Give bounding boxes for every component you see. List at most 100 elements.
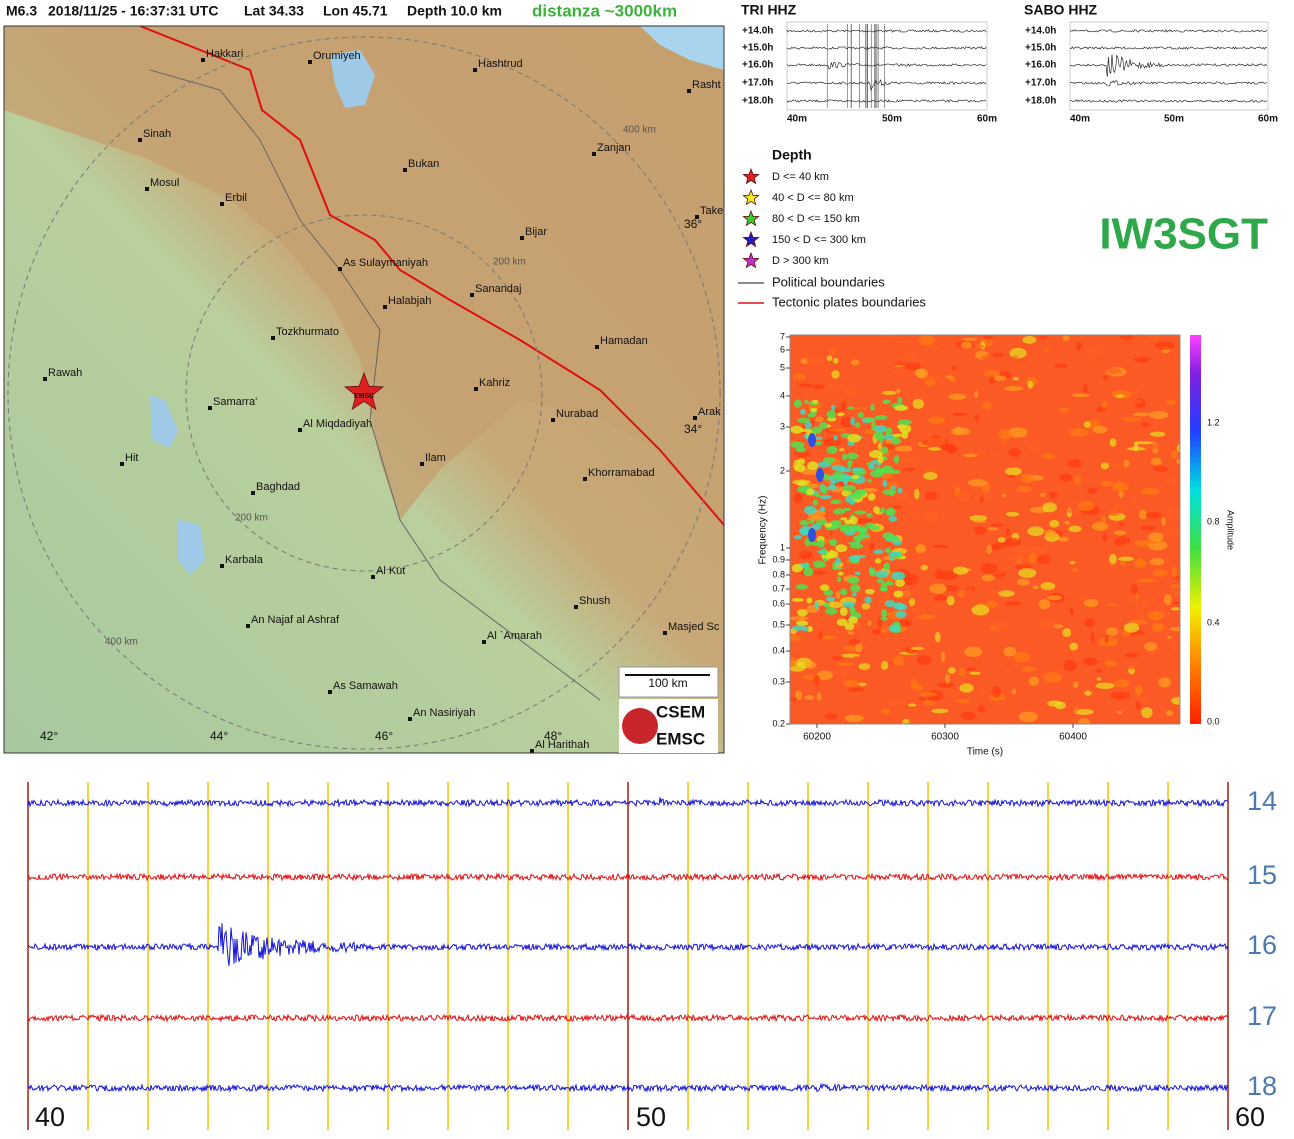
station-row-label: +16.0h xyxy=(742,60,773,71)
spectrogram-blob xyxy=(1116,710,1123,714)
spectrogram-blob xyxy=(892,602,905,610)
spectrogram-blob xyxy=(796,481,808,487)
spectrogram-blob xyxy=(790,697,798,702)
city-label: Karbala xyxy=(225,554,264,566)
spectrogram-blob xyxy=(816,692,822,702)
waveform xyxy=(27,797,1228,808)
spectrogram-blob xyxy=(850,416,856,426)
spectrogram-blob xyxy=(959,683,974,693)
spectrogram-blob xyxy=(973,519,987,523)
spectrogram-blob xyxy=(1074,475,1082,485)
spectrogram-blob xyxy=(852,535,864,542)
waveform xyxy=(786,46,987,50)
spectrogram-blob xyxy=(873,425,888,433)
city-label: Take xyxy=(700,205,723,217)
spectrogram-blob xyxy=(895,388,901,394)
spectrogram-blob xyxy=(851,592,857,597)
spectrogram-blob xyxy=(1003,646,1017,657)
station-row-label: +14.0h xyxy=(1025,26,1056,37)
spectrogram-blob xyxy=(1104,367,1122,375)
spectrogram-blob xyxy=(880,708,891,715)
spectrogram-blob xyxy=(829,520,843,524)
spectrogram-peak xyxy=(808,433,816,447)
city-marker xyxy=(383,305,387,309)
city-label: An Najaf al Ashraf xyxy=(251,614,340,626)
spectrogram-blob xyxy=(854,622,860,626)
spectrogram-blob xyxy=(817,550,826,554)
spectrogram-blob xyxy=(969,515,987,522)
city-label: As Sulaymaniyah xyxy=(343,257,428,269)
range-label: 200 km xyxy=(493,257,526,268)
spectrogram-blob xyxy=(907,511,921,518)
spectrogram-blob xyxy=(851,467,864,472)
spectrogram-blob xyxy=(1131,633,1145,640)
waveform xyxy=(1069,54,1268,77)
spectrogram-blob xyxy=(1108,506,1120,517)
x-tick-label: 60200 xyxy=(803,732,831,743)
spectrogram-blob xyxy=(864,596,872,604)
spectrogram-blob xyxy=(916,655,932,665)
spectrogram-blob xyxy=(897,419,912,426)
spectrogram-blob xyxy=(868,543,875,550)
spectrogram-blob xyxy=(1074,708,1094,716)
y-tick-label: 0.5 xyxy=(772,619,785,629)
spectrogram-blob xyxy=(880,446,889,454)
caspian-sea xyxy=(640,26,724,70)
spectrogram-blob xyxy=(993,375,1007,382)
spectrogram-blob xyxy=(881,592,890,603)
spectrogram-blob xyxy=(831,370,840,379)
spectrogram-blob xyxy=(925,374,943,382)
waveform xyxy=(786,62,987,70)
spectrogram-blob xyxy=(872,628,881,635)
legend-label: D > 300 km xyxy=(772,255,829,267)
spectrogram-blob xyxy=(791,563,803,573)
spectrogram-blob xyxy=(1100,516,1106,524)
spectrogram-blob xyxy=(1145,335,1162,341)
spectrogram-blob xyxy=(981,574,995,582)
spectrogram-blob xyxy=(831,655,843,661)
spectrogram-blob xyxy=(1027,526,1045,537)
spectrogram-blob xyxy=(881,609,888,618)
lon-label: 46° xyxy=(375,729,393,743)
spectrogram-blob xyxy=(864,588,875,595)
spectrogram-blob xyxy=(1018,711,1038,723)
spectrogram-blob xyxy=(1038,598,1051,610)
station-frame xyxy=(1069,21,1269,111)
logo-text: CSEM xyxy=(656,702,705,721)
spectrogram-blob xyxy=(823,437,842,447)
spectrogram-blob xyxy=(1134,684,1143,695)
spectrogram-peak xyxy=(808,528,816,542)
spectrogram-blob xyxy=(823,457,836,464)
city-marker xyxy=(551,418,555,422)
legend-star xyxy=(742,209,760,227)
spectrogram-blob xyxy=(1021,666,1037,672)
spectrogram-blob xyxy=(1167,635,1172,640)
spectrogram-blob xyxy=(894,405,909,411)
spectrogram-blob xyxy=(1058,536,1069,542)
spectrogram-blob xyxy=(1161,517,1166,526)
spectrogram-blob xyxy=(841,671,851,679)
spectrogram-blob xyxy=(1140,422,1151,428)
x-axis-label: Time (s) xyxy=(967,747,1003,758)
map: Hakkari Orumiyeh Hashtrud Rasht Sinah Zanjan M… xyxy=(4,26,724,753)
spectrogram-blob xyxy=(797,417,811,423)
spectrogram-blob xyxy=(1016,486,1032,493)
spectrogram-blob xyxy=(928,416,945,425)
spectrogram-blob xyxy=(795,447,807,453)
spectrogram-blob xyxy=(983,369,1000,377)
city-label: Nurabad xyxy=(556,408,598,420)
spectrogram-blob xyxy=(814,441,822,446)
spectrogram-blob xyxy=(868,463,876,471)
spectrogram-blob xyxy=(797,609,808,617)
spectrogram-blob xyxy=(1115,480,1124,492)
spectrogram-blob xyxy=(866,512,873,518)
legend-label: 80 < D <= 150 km xyxy=(772,213,860,225)
x-tick-label: 60300 xyxy=(931,732,959,743)
callsign: IW3SGT xyxy=(1099,210,1268,259)
spectrogram-blob xyxy=(799,519,810,526)
spectrogram-blob xyxy=(895,493,910,501)
spectrogram-blob xyxy=(869,568,877,577)
spectrogram-blob xyxy=(790,634,802,642)
spectrogram-blob xyxy=(853,655,860,660)
station-x-label: 50m xyxy=(1164,114,1184,125)
